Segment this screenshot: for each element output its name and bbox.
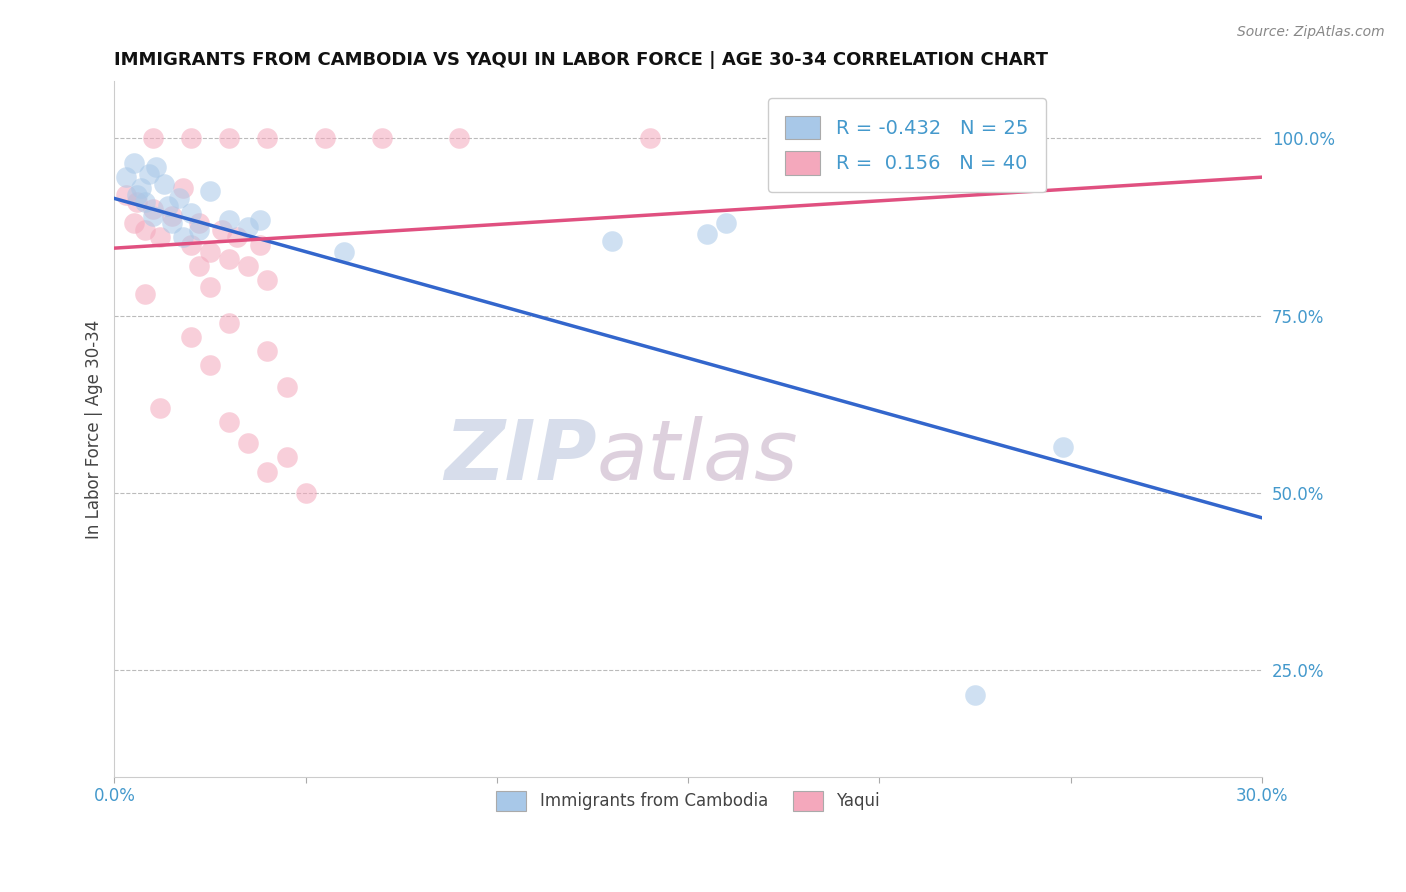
Point — [127, 187, 149, 202]
Point — [218, 252, 240, 266]
Point — [198, 185, 221, 199]
Point — [294, 486, 316, 500]
Point — [145, 160, 167, 174]
Point — [447, 131, 470, 145]
Point — [169, 191, 191, 205]
Point — [276, 450, 298, 465]
Point — [333, 244, 356, 259]
Point — [1052, 440, 1074, 454]
Point — [218, 131, 240, 145]
Point — [180, 205, 202, 219]
Point — [142, 131, 165, 145]
Point — [218, 316, 240, 330]
Point — [276, 379, 298, 393]
Point — [256, 344, 278, 359]
Point — [134, 287, 156, 301]
Point — [187, 216, 209, 230]
Point — [149, 230, 172, 244]
Point — [187, 223, 209, 237]
Point — [134, 194, 156, 209]
Point — [187, 259, 209, 273]
Point — [696, 227, 718, 241]
Point — [180, 131, 202, 145]
Point — [249, 212, 271, 227]
Point — [211, 223, 233, 237]
Point — [153, 178, 176, 192]
Point — [180, 237, 202, 252]
Point — [198, 280, 221, 294]
Point — [716, 216, 738, 230]
Point — [160, 216, 183, 230]
Point — [198, 358, 221, 372]
Text: atlas: atlas — [596, 417, 799, 498]
Point — [156, 198, 179, 212]
Point — [256, 465, 278, 479]
Point — [180, 330, 202, 344]
Point — [600, 234, 623, 248]
Point — [172, 181, 194, 195]
Point — [238, 259, 260, 273]
Point — [256, 273, 278, 287]
Point — [122, 156, 145, 170]
Point — [256, 131, 278, 145]
Point — [142, 209, 165, 223]
Legend: Immigrants from Cambodia, Yaqui: Immigrants from Cambodia, Yaqui — [484, 777, 893, 824]
Point — [371, 131, 394, 145]
Point — [218, 415, 240, 429]
Point — [172, 230, 194, 244]
Point — [129, 181, 152, 195]
Point — [218, 212, 240, 227]
Text: ZIP: ZIP — [444, 417, 596, 498]
Point — [127, 194, 149, 209]
Point — [238, 219, 260, 234]
Text: IMMIGRANTS FROM CAMBODIA VS YAQUI IN LABOR FORCE | AGE 30-34 CORRELATION CHART: IMMIGRANTS FROM CAMBODIA VS YAQUI IN LAB… — [114, 51, 1049, 69]
Point — [160, 209, 183, 223]
Point — [142, 202, 165, 216]
Point — [314, 131, 336, 145]
Point — [138, 167, 160, 181]
Point — [149, 401, 172, 415]
Point — [198, 244, 221, 259]
Point — [638, 131, 661, 145]
Y-axis label: In Labor Force | Age 30-34: In Labor Force | Age 30-34 — [86, 319, 103, 539]
Point — [249, 237, 271, 252]
Point — [225, 230, 247, 244]
Point — [115, 187, 138, 202]
Point — [134, 223, 156, 237]
Point — [965, 688, 987, 702]
Point — [238, 436, 260, 450]
Point — [115, 170, 138, 185]
Text: Source: ZipAtlas.com: Source: ZipAtlas.com — [1237, 25, 1385, 39]
Point — [122, 216, 145, 230]
